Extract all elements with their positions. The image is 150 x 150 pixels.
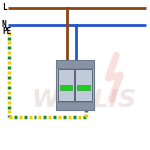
Bar [56,60,94,68]
Bar [56,60,94,110]
Bar [60,85,72,90]
Bar [56,102,94,110]
Bar [75,69,92,101]
Bar [77,85,90,90]
Bar [58,69,74,101]
Text: N: N [2,20,7,29]
Text: L: L [2,3,7,12]
Text: PE: PE [2,27,11,36]
Text: WALLIS: WALLIS [31,88,136,112]
